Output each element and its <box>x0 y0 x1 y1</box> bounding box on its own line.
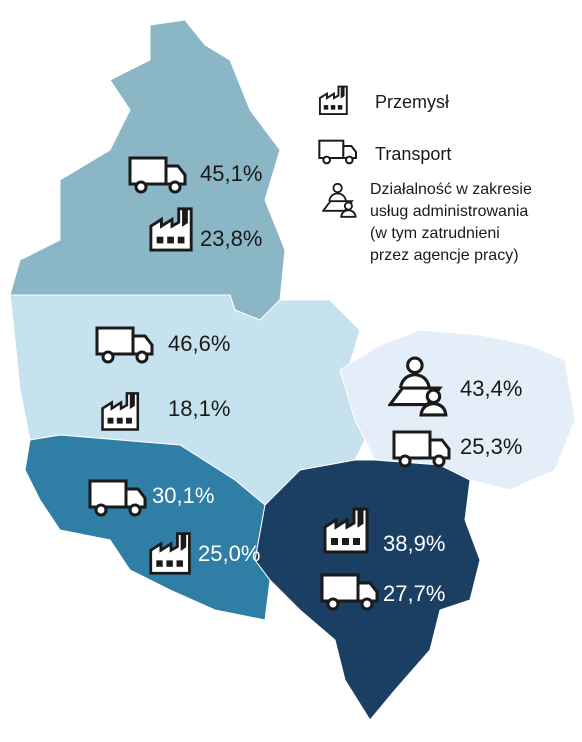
region-value: 18,1% <box>168 396 230 421</box>
legend-industry-icon <box>318 85 348 116</box>
region-value: 38,9% <box>383 531 445 556</box>
region-value: 23,8% <box>200 226 262 251</box>
region-value: 43,4% <box>460 376 522 401</box>
region-southwest <box>24 434 271 621</box>
legend-industry: Przemysł <box>375 92 449 112</box>
legend-admin-icon <box>322 182 357 218</box>
legend-admin: przez agencje pracy) <box>370 247 519 264</box>
legend-admin: Działalność w zakresie <box>370 181 532 198</box>
region-value: 45,1% <box>200 161 262 186</box>
region-value: 25,3% <box>460 434 522 459</box>
legend-transport-icon <box>318 139 358 165</box>
legend-admin: (w tym zatrudnieni <box>370 225 500 242</box>
region-value: 46,6% <box>168 331 230 356</box>
region-value: 27,7% <box>383 581 445 606</box>
region-value: 25,0% <box>198 541 260 566</box>
region-value: 30,1% <box>152 483 214 508</box>
legend-transport: Transport <box>375 144 451 164</box>
legend-admin: usług administrowania <box>370 203 528 220</box>
